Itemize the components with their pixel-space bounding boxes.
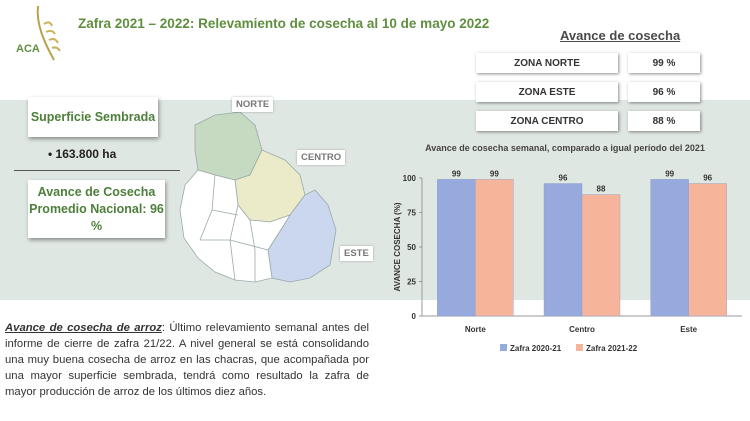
table-value: 88 % xyxy=(628,111,700,131)
legend-label: Zafra 2020-21 xyxy=(510,344,562,353)
table-zone: ZONA NORTE xyxy=(476,53,618,73)
area-value: • 163.800 ha xyxy=(48,147,117,161)
value-label: 99 xyxy=(452,169,461,178)
map xyxy=(179,111,337,283)
y-tick-label: 25 xyxy=(407,278,416,287)
table-value: 96 % xyxy=(628,82,700,102)
map-label: NORTE xyxy=(232,97,274,112)
area-box: Superficie Sembrada xyxy=(28,97,158,137)
x-tick-label: Este xyxy=(680,325,697,334)
y-tick-label: 0 xyxy=(412,312,417,321)
logo: ACA xyxy=(16,5,61,61)
area-value-text: 163.800 ha xyxy=(55,147,117,161)
paragraph-lead: Avance de cosecha de arroz xyxy=(5,322,162,334)
paragraph-body: : Último relevamiento semanal antes del … xyxy=(5,322,369,398)
y-axis-label: AVANCE COSECHA (%) xyxy=(393,202,402,292)
legend-swatch xyxy=(500,344,507,351)
table-heading: Avance de cosecha xyxy=(560,28,681,43)
y-tick-label: 50 xyxy=(407,243,416,252)
y-tick-label: 100 xyxy=(403,174,417,183)
bar xyxy=(650,179,689,317)
x-tick-label: Centro xyxy=(569,325,595,334)
chart-title: Avance de cosecha semanal, comparado a i… xyxy=(425,143,705,153)
y-tick-label: 75 xyxy=(407,209,416,218)
bar xyxy=(475,179,514,317)
value-label: 99 xyxy=(665,169,674,178)
bar xyxy=(581,194,621,317)
table-zone: ZONA CENTRO xyxy=(476,111,618,131)
svg-text:ACA: ACA xyxy=(16,43,40,55)
x-tick-label: Norte xyxy=(465,325,486,334)
table-value: 99 % xyxy=(628,53,700,73)
value-label: 99 xyxy=(490,169,499,178)
table-zone: ZONA ESTE xyxy=(476,82,618,102)
bar xyxy=(688,183,727,317)
paragraph: Avance de cosecha de arroz: Último relev… xyxy=(5,320,369,400)
value-label: 88 xyxy=(597,185,606,194)
title: Zafra 2021 – 2022: Relevamiento de cosec… xyxy=(78,16,490,31)
map-label: ESTE xyxy=(340,246,373,261)
bar xyxy=(437,179,476,317)
national-text: Avance de Cosecha Promedio Nacional: 96 … xyxy=(29,184,164,233)
map-label: CENTRO xyxy=(297,150,346,165)
national-box: Avance de Cosecha Promedio Nacional: 96 … xyxy=(28,180,165,238)
bar xyxy=(543,183,583,317)
legend-label: Zafra 2021-22 xyxy=(586,344,638,353)
value-label: 96 xyxy=(559,174,568,183)
area-title: Superficie Sembrada xyxy=(30,109,156,124)
divider xyxy=(14,170,180,171)
legend-swatch xyxy=(576,344,583,351)
value-label: 96 xyxy=(703,174,712,183)
